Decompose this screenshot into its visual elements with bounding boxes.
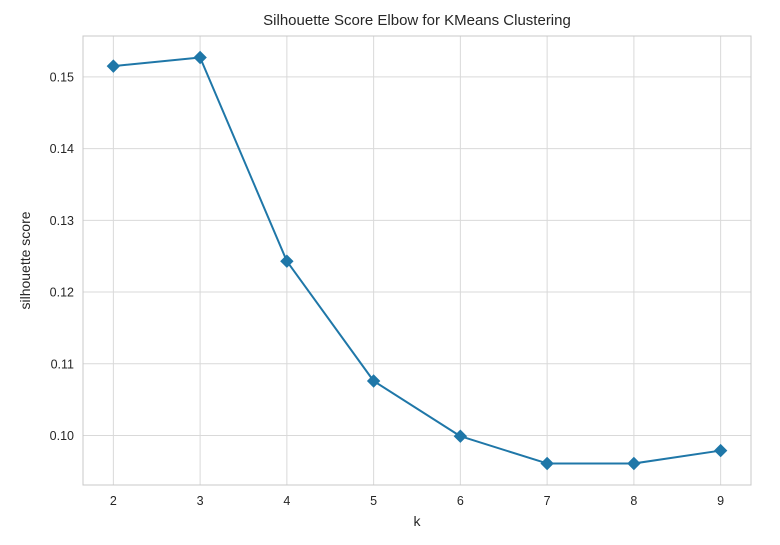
- chart-title: Silhouette Score Elbow for KMeans Cluste…: [263, 12, 571, 29]
- series-layer: [106, 50, 728, 471]
- x-tick-label: 2: [110, 494, 117, 508]
- x-axis-label: k: [414, 513, 422, 529]
- data-point-marker: [280, 254, 294, 268]
- x-tick-label: 6: [457, 494, 464, 508]
- plot-area-frame: [82, 35, 752, 486]
- data-point-marker: [106, 59, 121, 73]
- y-tick-label: 0.14: [50, 142, 74, 156]
- y-tick-label: 0.12: [50, 286, 74, 300]
- data-point-marker: [453, 429, 468, 443]
- x-tick-label: 5: [370, 494, 377, 508]
- x-tick-label: 7: [544, 494, 551, 508]
- data-point-marker: [713, 443, 728, 458]
- series-line: [113, 56, 721, 465]
- y-tick-label: 0.13: [50, 214, 74, 228]
- data-point-marker: [366, 374, 381, 388]
- y-tick-label: 0.15: [50, 70, 74, 84]
- ticks-layer: 2 3 4 5 6 7 8 9 0.10 0.11 0.12 0.13 0.14 0.15: [50, 70, 725, 508]
- x-tick-label: 4: [283, 494, 290, 508]
- y-axis-label: silhouette score: [17, 211, 33, 309]
- y-tick-label: 0.11: [51, 357, 74, 371]
- data-point-marker: [540, 456, 554, 471]
- x-tick-label: 9: [717, 494, 724, 508]
- data-point-marker: [193, 50, 207, 65]
- y-tick-label: 0.10: [50, 429, 74, 443]
- data-point-marker: [627, 456, 641, 471]
- grid-layer: [83, 36, 751, 485]
- x-tick-label: 8: [630, 494, 637, 508]
- x-tick-label: 3: [197, 494, 204, 508]
